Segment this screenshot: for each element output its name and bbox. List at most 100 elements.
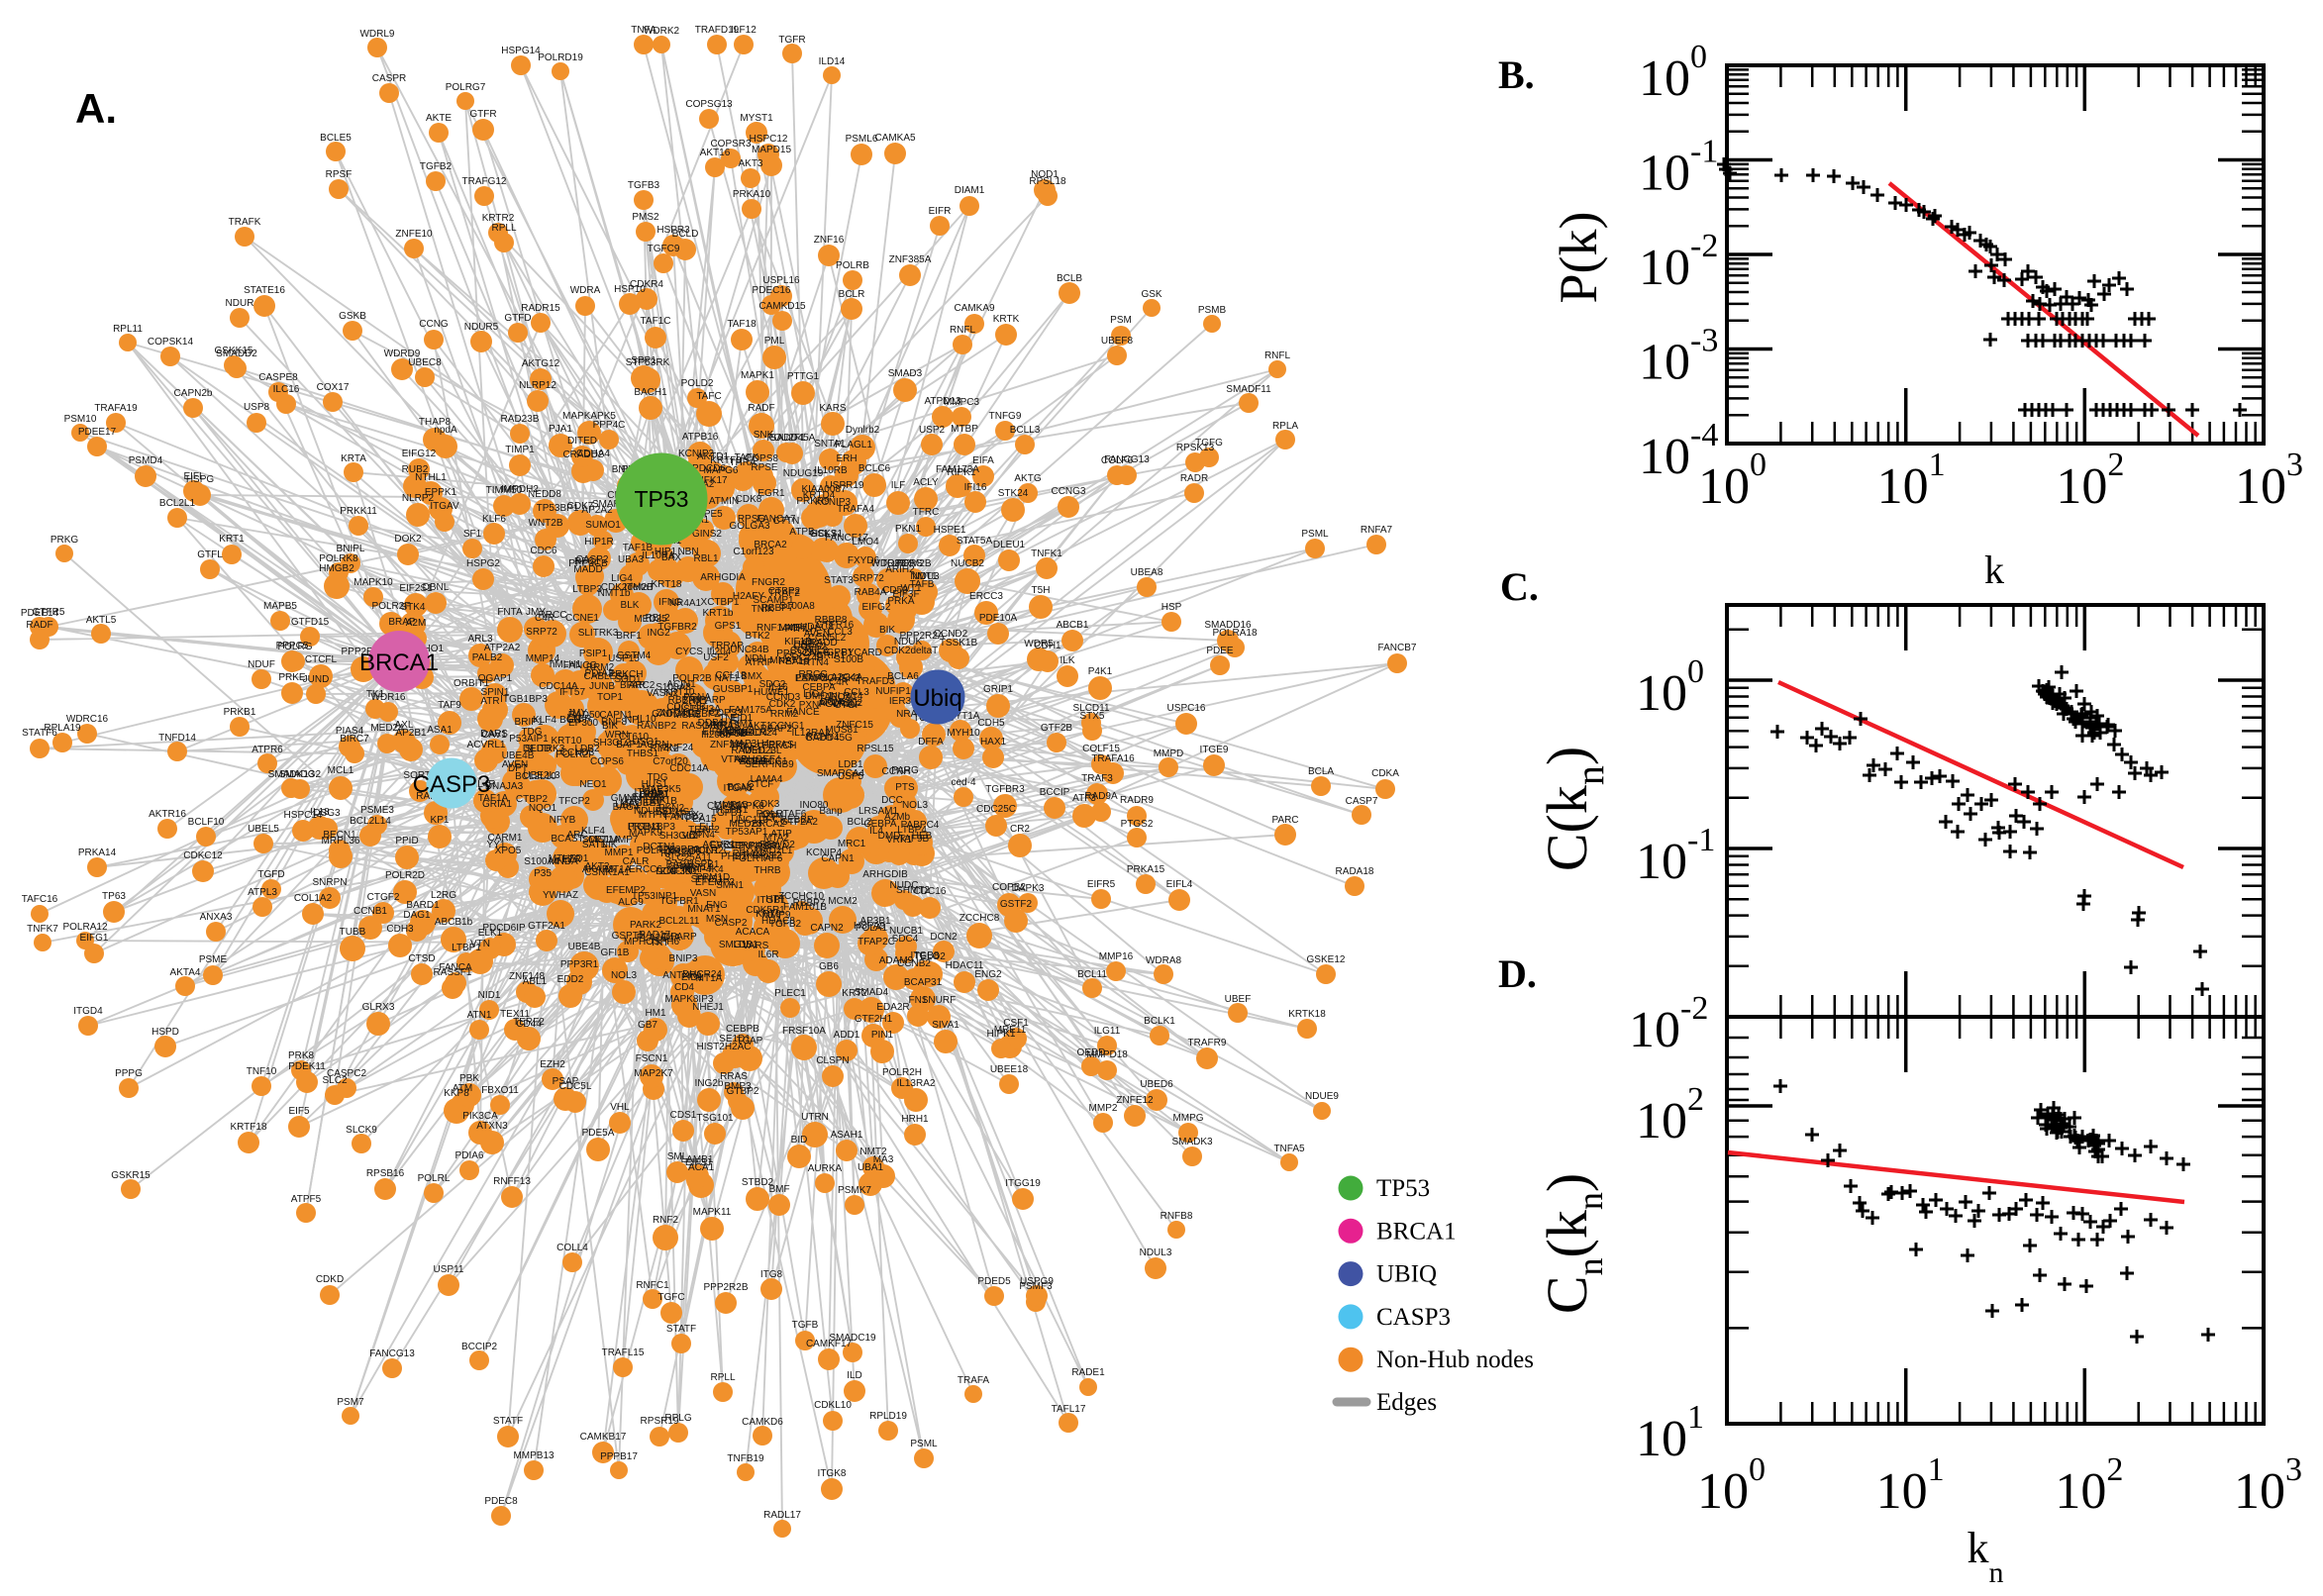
svg-text:RPSG: RPSG bbox=[738, 514, 766, 525]
svg-text:UNC119: UNC119 bbox=[731, 815, 768, 826]
svg-text:CDKC12: CDKC12 bbox=[183, 850, 223, 861]
svg-text:GOLGA3: GOLGA3 bbox=[729, 521, 770, 532]
svg-text:DCTN1: DCTN1 bbox=[643, 842, 676, 852]
svg-text:A2M: A2M bbox=[406, 618, 427, 629]
svg-text:BAX: BAX bbox=[661, 552, 681, 563]
svg-text:TRAF1: TRAF1 bbox=[730, 742, 761, 752]
svg-text:MAPK1: MAPK1 bbox=[741, 370, 774, 381]
svg-text:SOD1: SOD1 bbox=[614, 674, 642, 685]
svg-text:MMP9: MMP9 bbox=[762, 910, 791, 921]
svg-text:SMN1: SMN1 bbox=[716, 880, 744, 891]
svg-text:NUCB1: NUCB1 bbox=[889, 926, 923, 937]
svg-text:HDAC8: HDAC8 bbox=[800, 622, 834, 633]
svg-text:ZCCHC10: ZCCHC10 bbox=[778, 891, 825, 902]
svg-text:MAPK11: MAPK11 bbox=[693, 1207, 732, 1218]
svg-text:TELO2: TELO2 bbox=[914, 951, 946, 962]
svg-text:MAGEE1: MAGEE1 bbox=[620, 798, 661, 809]
svg-text:PRK8: PRK8 bbox=[288, 1050, 315, 1061]
svg-text:ATPD13: ATPD13 bbox=[924, 396, 960, 407]
svg-text:SMAD3: SMAD3 bbox=[888, 368, 923, 379]
svg-text:FANCE: FANCE bbox=[786, 707, 820, 718]
svg-text:BCL2L14: BCL2L14 bbox=[350, 816, 391, 827]
svg-text:TKT: TKT bbox=[651, 938, 669, 948]
svg-text:TNFRSF1A: TNFRSF1A bbox=[737, 842, 788, 852]
svg-text:ZNFC15: ZNFC15 bbox=[836, 720, 873, 731]
svg-text:HSPG14: HSPG14 bbox=[501, 46, 541, 56]
svg-text:EPPK1: EPPK1 bbox=[425, 487, 457, 498]
svg-text:BCLA6: BCLA6 bbox=[887, 671, 919, 682]
svg-text:HIST2H2AC: HIST2H2AC bbox=[696, 1042, 751, 1052]
svg-text:IFNG: IFNG bbox=[658, 597, 682, 608]
svg-text:TRAFA: TRAFA bbox=[958, 1375, 990, 1386]
svg-text:CDK5R1: CDK5R1 bbox=[746, 905, 785, 916]
svg-text:UBE4B: UBE4B bbox=[568, 942, 601, 952]
svg-text:MED23: MED23 bbox=[729, 819, 762, 830]
svg-text:NLRP12: NLRP12 bbox=[519, 380, 556, 391]
svg-text:KRTA: KRTA bbox=[341, 453, 366, 464]
svg-text:SMARCC1: SMARCC1 bbox=[740, 756, 788, 767]
svg-text:BAG4: BAG4 bbox=[613, 802, 640, 813]
svg-text:BIRC2: BIRC2 bbox=[725, 726, 755, 737]
svg-text:ATF3: ATF3 bbox=[1072, 793, 1096, 804]
svg-text:PXN: PXN bbox=[799, 700, 820, 711]
svg-text:USPL16: USPL16 bbox=[762, 275, 800, 286]
svg-text:RCHY1: RCHY1 bbox=[806, 732, 840, 743]
svg-text:ASA1: ASA1 bbox=[427, 725, 453, 736]
svg-text:SMADK3: SMADK3 bbox=[1171, 1137, 1213, 1147]
svg-text:CAMKA9: CAMKA9 bbox=[954, 303, 995, 314]
svg-text:COLF15: COLF15 bbox=[1082, 744, 1120, 754]
svg-text:TAF9B: TAF9B bbox=[899, 834, 930, 845]
svg-text:TRAF2: TRAF2 bbox=[768, 588, 800, 599]
svg-text:TRAFD19: TRAFD19 bbox=[695, 25, 740, 36]
svg-text:ORBIT1: ORBIT1 bbox=[454, 678, 490, 689]
svg-text:ATRIP: ATRIP bbox=[746, 657, 774, 668]
svg-text:RFWD2: RFWD2 bbox=[759, 840, 795, 850]
svg-text:POLD2: POLD2 bbox=[681, 378, 714, 389]
svg-text:HM1: HM1 bbox=[645, 1008, 666, 1019]
svg-text:RIPK1: RIPK1 bbox=[948, 467, 976, 478]
svg-text:PEA15: PEA15 bbox=[778, 656, 810, 667]
svg-text:SMADC19: SMADC19 bbox=[829, 1333, 876, 1344]
svg-text:RAD51L1: RAD51L1 bbox=[731, 746, 774, 756]
svg-text:GPS1: GPS1 bbox=[827, 648, 854, 658]
svg-text:BECN1: BECN1 bbox=[323, 830, 356, 841]
svg-text:MTA2: MTA2 bbox=[763, 833, 789, 844]
svg-text:APOA4: APOA4 bbox=[818, 698, 852, 709]
svg-text:SERPINB8: SERPINB8 bbox=[728, 841, 777, 851]
svg-text:ERCC2: ERCC2 bbox=[710, 841, 744, 851]
svg-text:CR2: CR2 bbox=[1010, 824, 1030, 835]
svg-text:NOL3: NOL3 bbox=[902, 800, 929, 811]
svg-text:PDEC16: PDEC16 bbox=[753, 285, 791, 296]
svg-text:RPSL18: RPSL18 bbox=[1029, 176, 1066, 187]
svg-text:MED23L: MED23L bbox=[744, 746, 782, 756]
svg-text:PTHLH: PTHLH bbox=[785, 624, 818, 635]
svg-text:CSF1: CSF1 bbox=[1003, 1018, 1029, 1029]
svg-text:TGFB2: TGFB2 bbox=[769, 919, 802, 930]
svg-text:COPS3: COPS3 bbox=[709, 708, 743, 719]
svg-text:BCL2L11: BCL2L11 bbox=[659, 916, 700, 927]
svg-text:RAB4A: RAB4A bbox=[855, 587, 887, 598]
svg-text:RPLA: RPLA bbox=[1272, 421, 1298, 432]
svg-text:ZNFE12: ZNFE12 bbox=[1116, 1095, 1154, 1106]
svg-text:TRAFK: TRAFK bbox=[229, 217, 261, 228]
svg-text:ZNFE10: ZNFE10 bbox=[395, 229, 433, 240]
svg-text:MPHOSPH6: MPHOSPH6 bbox=[624, 937, 680, 948]
svg-text:USPR19: USPR19 bbox=[826, 480, 864, 491]
svg-text:EZR: EZR bbox=[561, 854, 581, 865]
svg-text:MT1A: MT1A bbox=[605, 864, 632, 875]
svg-text:CDC14B: CDC14B bbox=[666, 702, 706, 713]
svg-text:AKTL5: AKTL5 bbox=[86, 615, 117, 626]
svg-text:SIVA1: SIVA1 bbox=[932, 1020, 960, 1031]
svg-text:COL1A2: COL1A2 bbox=[294, 893, 333, 904]
svg-text:NP: NP bbox=[625, 715, 639, 726]
svg-text:FANCA7: FANCA7 bbox=[758, 514, 796, 525]
svg-text:RASGRF1: RASGRF1 bbox=[681, 721, 729, 732]
svg-text:RRM2: RRM2 bbox=[770, 709, 799, 720]
svg-text:GTBP2: GTBP2 bbox=[727, 1086, 759, 1097]
svg-text:S100B: S100B bbox=[834, 654, 863, 665]
svg-text:DCC: DCC bbox=[881, 795, 903, 806]
svg-text:BFAR: BFAR bbox=[620, 680, 646, 691]
svg-text:RNF8: RNF8 bbox=[601, 717, 628, 728]
svg-text:VASN2: VASN2 bbox=[647, 688, 678, 699]
svg-text:DCN: DCN bbox=[640, 790, 661, 801]
